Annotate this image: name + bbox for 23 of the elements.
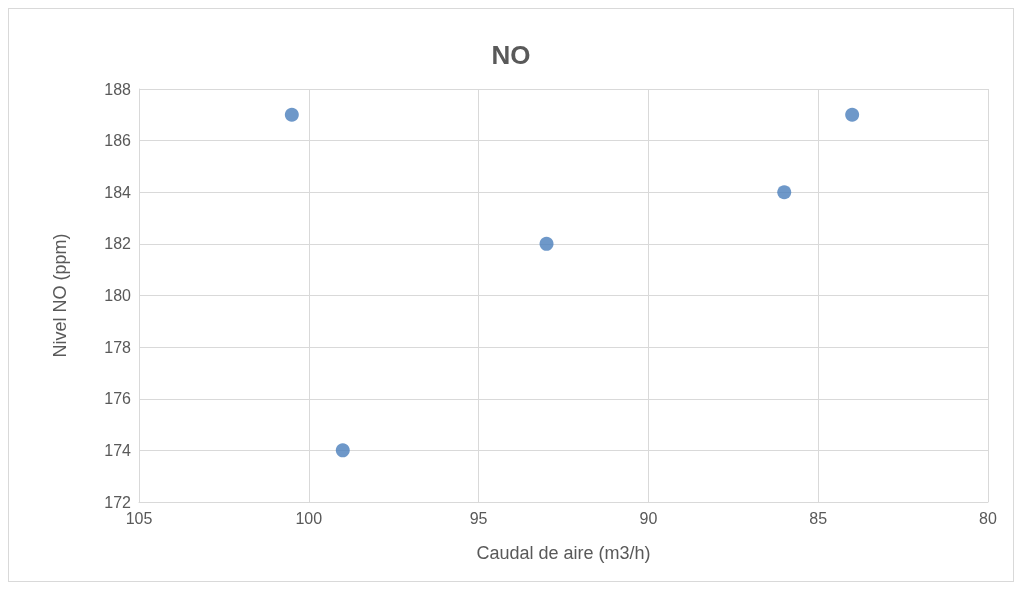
chart-title: NO — [491, 40, 531, 70]
point — [845, 107, 860, 122]
x-axis-title: Caudal de aire (m3/h) — [476, 543, 651, 563]
y-tick-label: 172 — [104, 493, 132, 511]
y-tick-label: 178 — [104, 338, 132, 356]
x-tick-label: 90 — [639, 509, 658, 527]
y-axis-title: Nivel NO (ppm) — [50, 233, 70, 358]
y-tick-label: 188 — [104, 80, 132, 98]
x-tick-label: 100 — [295, 509, 323, 527]
y-tick-label: 184 — [104, 183, 132, 201]
y-tick-label: 182 — [104, 235, 132, 253]
point — [335, 443, 350, 458]
y-tick-label: 186 — [104, 132, 132, 150]
point — [539, 236, 554, 251]
y-tick-label: 180 — [104, 287, 132, 304]
x-tick-label: 80 — [979, 509, 997, 527]
point — [777, 185, 792, 200]
y-tick-label: 174 — [104, 441, 132, 459]
y-tick-label: 176 — [104, 390, 132, 408]
point — [284, 107, 299, 122]
x-tick-label: 105 — [125, 509, 153, 527]
x-tick-label: 85 — [809, 509, 828, 527]
x-tick-label: 95 — [469, 509, 488, 527]
